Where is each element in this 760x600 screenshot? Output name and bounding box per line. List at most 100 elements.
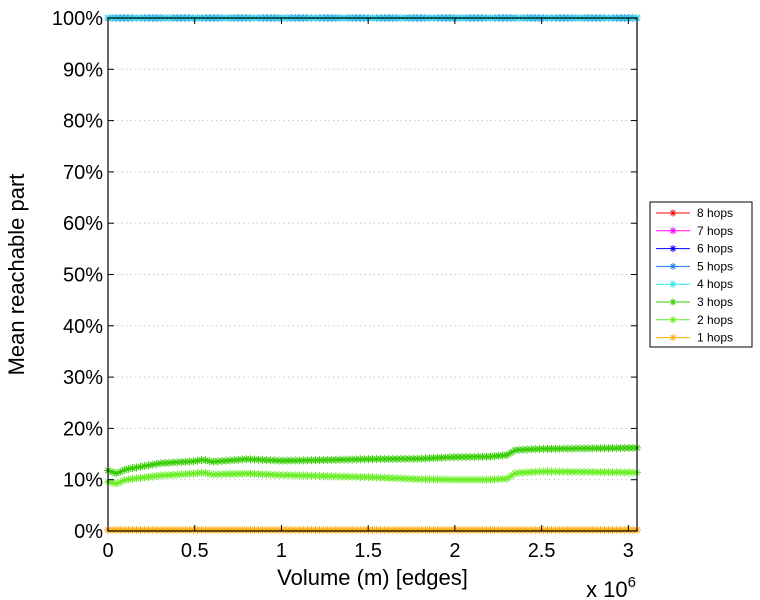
data-point [165,525,174,534]
data-point [311,456,320,465]
data-point [445,475,454,484]
data-point [449,475,458,484]
legend-label: 1 hops [697,331,733,345]
data-point [494,525,503,534]
data-point [156,471,165,480]
data-point [319,456,328,465]
legend-swatch-marker [669,245,677,253]
data-point [234,455,243,464]
data-point [462,475,471,484]
data-point [156,459,165,468]
data-point [527,468,536,477]
data-point [120,525,129,534]
data-point [453,475,462,484]
data-point [527,525,536,534]
data-point [380,473,389,482]
data-point [132,474,141,483]
data-point [360,525,369,534]
data-point [429,454,438,463]
data-point [519,525,528,534]
data-point [535,525,544,534]
data-point [209,457,218,466]
data-point [197,525,206,534]
data-point [144,472,153,481]
x-tick-label: 2.5 [528,540,556,562]
data-point [112,479,121,488]
x-tick-label: 0.5 [181,540,209,562]
data-point [274,456,283,465]
x-axis-multiplier: x 106 [586,574,636,600]
data-point [396,454,405,463]
data-point [335,525,344,534]
data-point [523,525,532,534]
data-point [132,525,141,534]
data-point [580,444,589,453]
y-tick-label: 40% [63,316,103,338]
data-point [567,467,576,476]
data-point [197,468,206,477]
data-point [466,452,475,461]
data-point [567,444,576,453]
data-point [514,468,523,477]
data-point [169,458,178,467]
data-point [421,454,430,463]
data-point [417,475,426,484]
data-point [486,525,495,534]
data-point [364,455,373,464]
data-point [384,525,393,534]
data-point [278,525,287,534]
data-point [160,458,169,467]
data-point [201,525,210,534]
data-point [547,467,556,476]
x-axis-multiplier-exponent: 6 [628,574,636,591]
data-point [156,525,165,534]
data-point [490,525,499,534]
data-point [189,525,198,534]
data-point [559,525,568,534]
data-point [494,451,503,460]
legend-item: 4 hops [656,277,733,291]
legend-item: 5 hops [656,259,733,273]
data-point [474,452,483,461]
y-tick-label: 50% [63,265,103,287]
data-point [409,525,418,534]
data-point [213,525,222,534]
data-point [372,525,381,534]
data-point [604,444,613,453]
data-point [335,455,344,464]
data-point [287,456,296,465]
data-point [584,467,593,476]
data-point [335,472,344,481]
data-point [600,468,609,477]
data-point [152,471,161,480]
data-point [588,468,597,477]
data-point [165,458,174,467]
data-point [620,468,629,477]
data-point [588,444,597,453]
data-point [315,456,324,465]
data-point [258,455,267,464]
data-point [295,456,304,465]
legend-swatch-marker [669,316,677,324]
data-point [531,467,540,476]
data-point [323,472,332,481]
data-point [453,525,462,534]
data-point [514,445,523,454]
data-point [246,525,255,534]
data-point [539,467,548,476]
data-point [348,455,357,464]
data-point [628,468,637,477]
data-point [576,525,585,534]
legend-label: 8 hops [697,206,733,220]
data-point [124,525,133,534]
data-point [563,525,572,534]
data-point [539,444,548,453]
legend-label: 6 hops [697,242,733,256]
data-point [287,471,296,480]
data-point [307,456,316,465]
data-point [417,525,426,534]
data-point [242,469,251,478]
data-point [356,455,365,464]
data-point [588,525,597,534]
data-point [474,475,483,484]
